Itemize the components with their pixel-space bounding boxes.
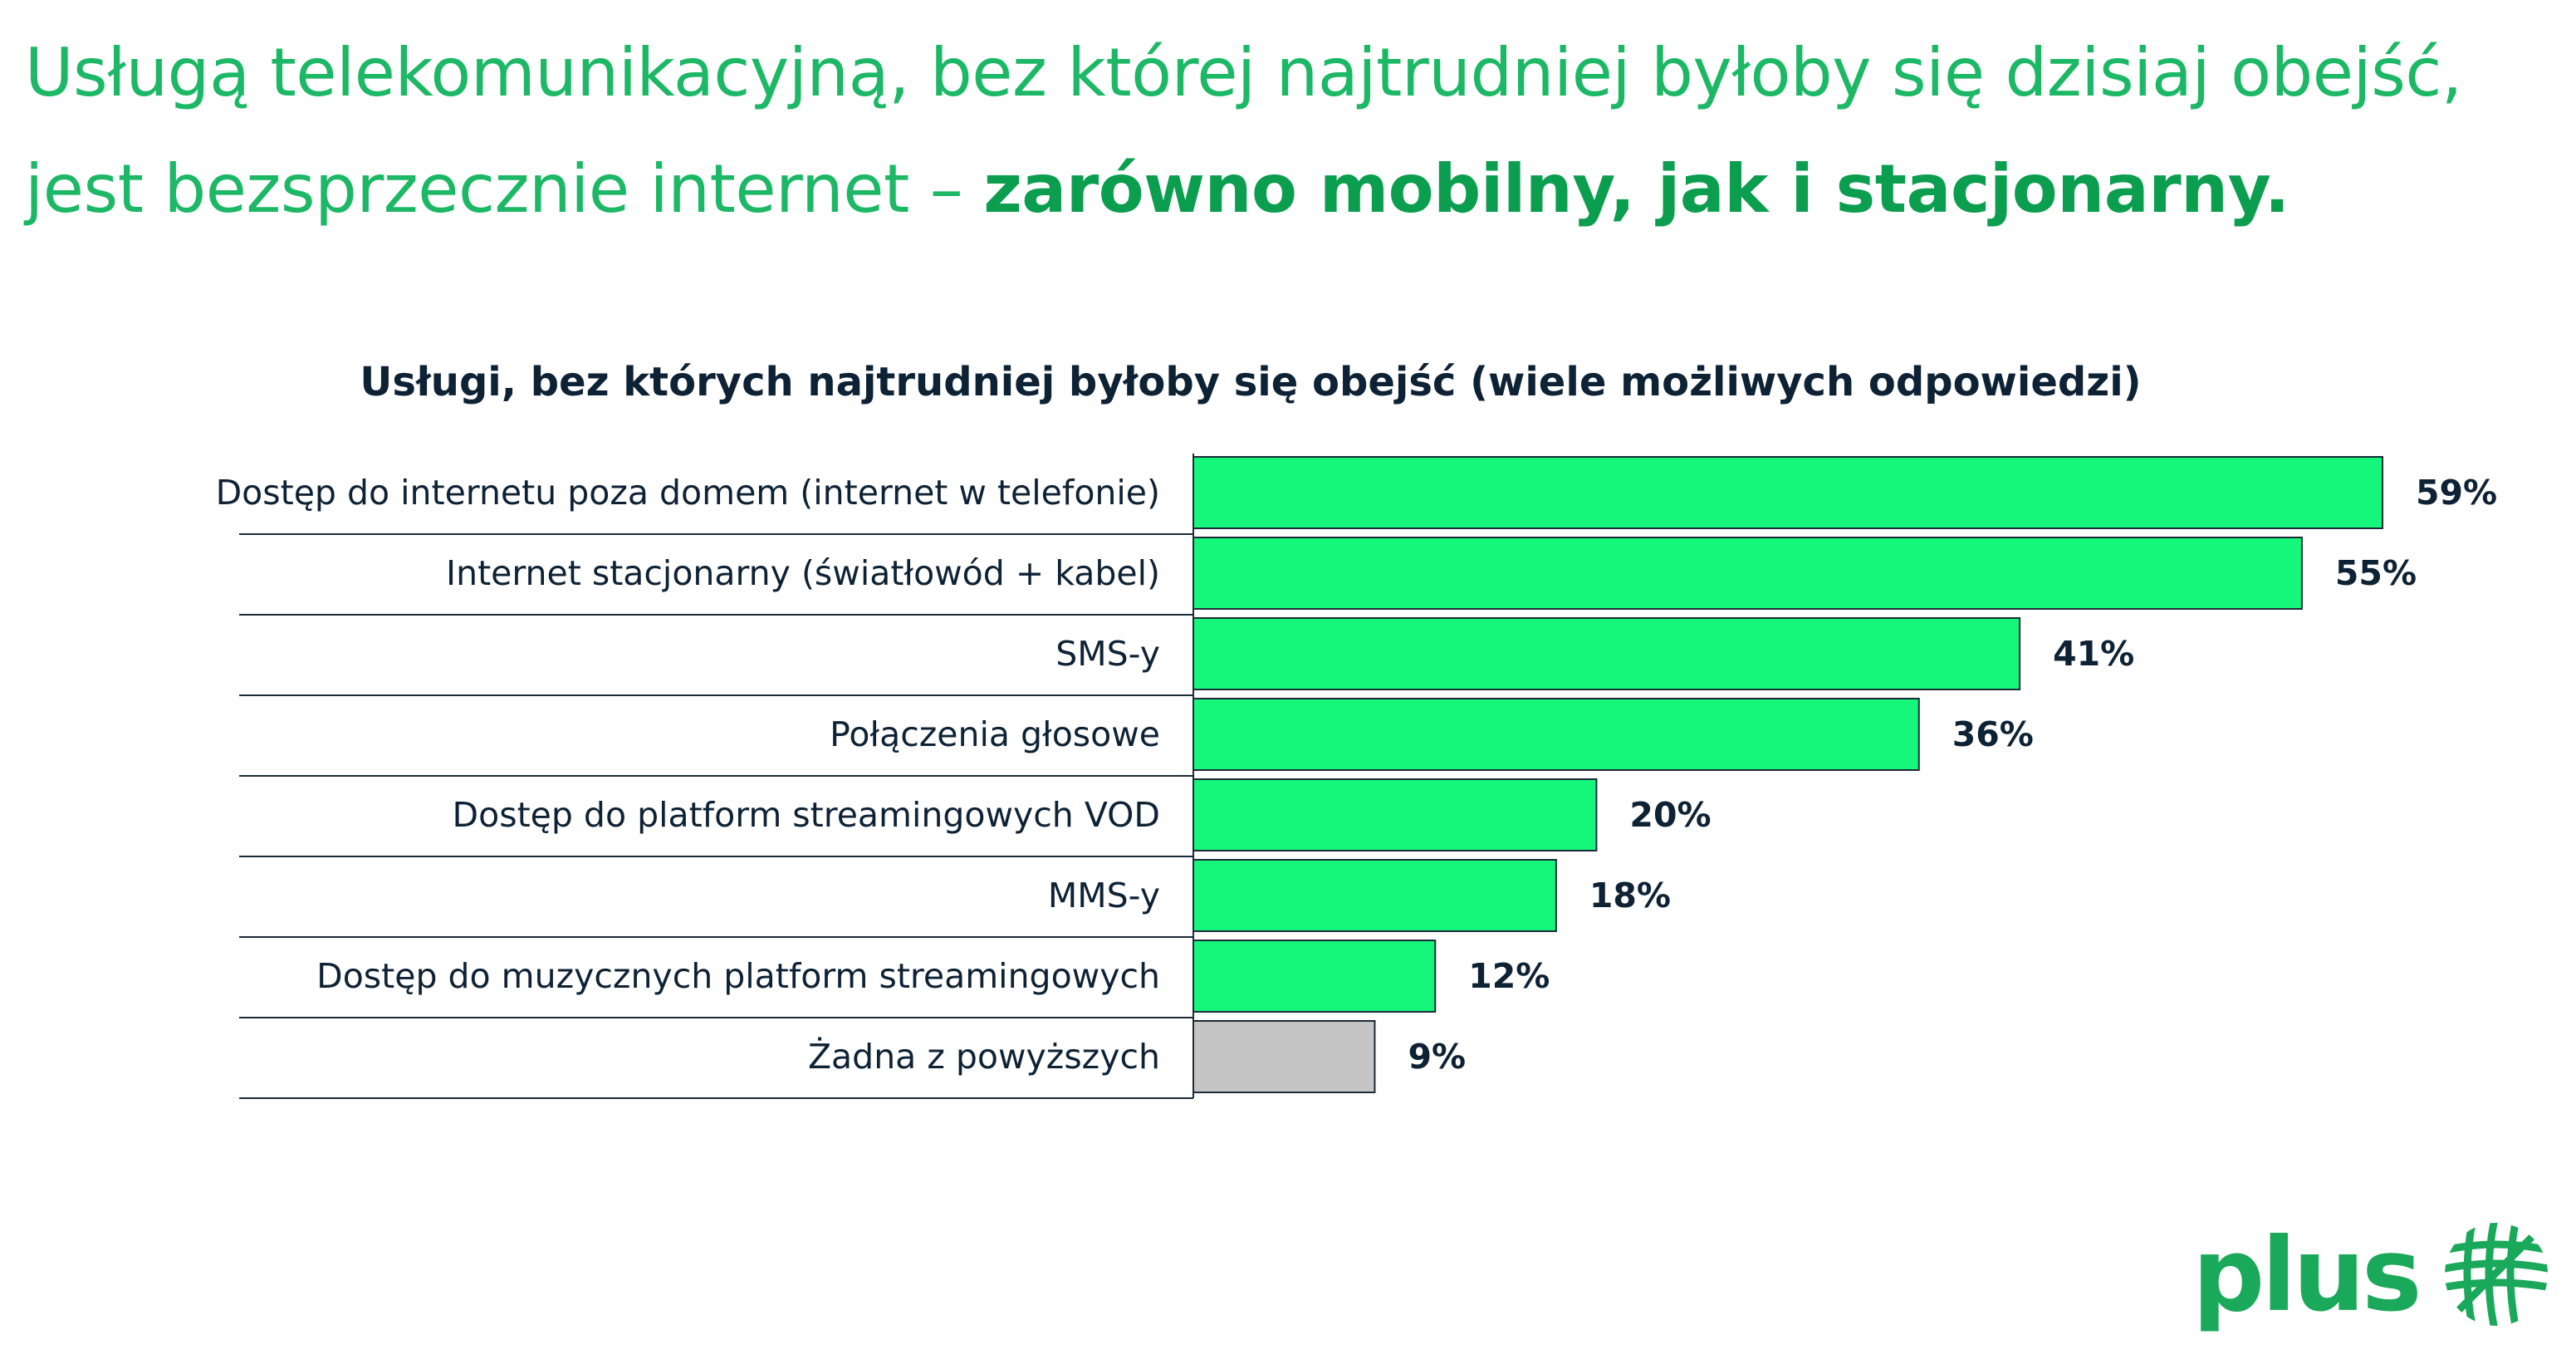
bar [1193,1020,1376,1093]
category-label: Internet stacjonarny (światłowód + kabel… [446,553,1160,593]
bar [1193,940,1437,1013]
category-label: MMS-y [1048,876,1160,915]
bar [1193,859,1557,932]
value-label: 20% [1629,795,1711,835]
value-label: 41% [2053,634,2134,674]
value-label: 18% [1589,876,1671,915]
value-label: 12% [1468,956,1550,996]
value-label: 59% [2416,473,2497,513]
chart-title: Usługi, bez których najtrudniej byłoby s… [360,359,2142,405]
headline-line1: Usługą telekomunikacyjną, bez której naj… [25,34,2462,111]
category-label: Dostęp do muzycznych platform streamingo… [316,956,1160,996]
bar [1193,456,2383,529]
headline: Usługą telekomunikacyjną, bez której naj… [25,15,2549,248]
headline-line2-emphasis: zarówno mobilny, jak i stacjonarny. [983,150,2290,228]
headline-line2: jest bezsprzecznie internet – [25,150,984,228]
category-label: Żadna z powyższych [808,1037,1160,1077]
bar-chart: Dostęp do internetu poza domem (internet… [216,454,2497,1099]
bar [1193,698,1920,771]
value-label: 9% [1408,1037,1466,1077]
category-label: Połączenia głosowe [830,714,1160,754]
value-label: 55% [2335,553,2417,593]
category-label: Dostęp do internetu poza domem (internet… [216,473,1160,513]
bar [1193,537,2303,610]
bar [1193,617,2021,690]
plus-logo: plus [2192,1213,2558,1337]
plus-logo-mark-icon [2445,1223,2548,1326]
category-label: SMS-y [1055,634,1160,674]
logo-wordmark: plus [2192,1216,2422,1334]
bar [1193,778,1598,851]
category-label: Dostęp do platform streamingowych VOD [453,795,1160,835]
value-label: 36% [1952,714,2034,754]
